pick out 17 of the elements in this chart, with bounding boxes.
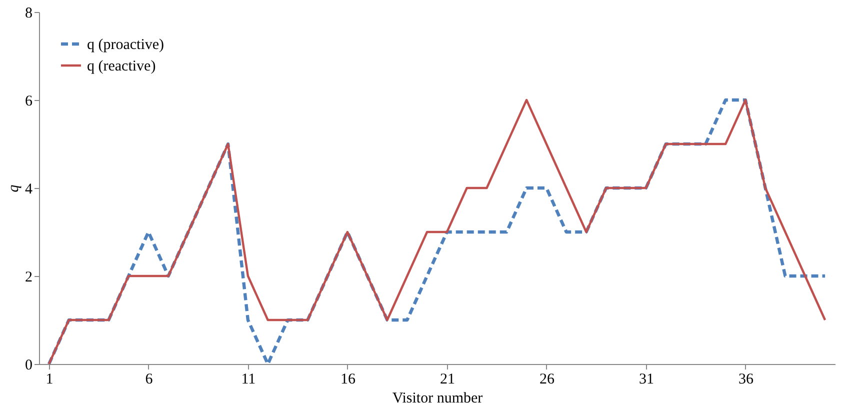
x-axis-title: Visitor number — [392, 390, 483, 406]
x-tick-label: 36 — [738, 372, 754, 388]
x-tick-label: 6 — [145, 372, 154, 388]
y-tick-label: 2 — [25, 270, 32, 286]
y-tick-label: 6 — [25, 94, 33, 110]
y-tick-label: 8 — [25, 6, 32, 22]
x-tick-label: 26 — [539, 372, 555, 388]
x-tick-label: 11 — [241, 372, 256, 388]
y-tick-label: 4 — [25, 182, 33, 198]
y-tick-label: 0 — [25, 358, 32, 374]
x-tick-label: 1 — [46, 372, 54, 388]
x-tick-label: 16 — [340, 372, 356, 388]
x-tick-label: 21 — [440, 372, 455, 388]
x-tick-label: 31 — [638, 372, 654, 388]
legend-label: q (proactive) — [87, 37, 164, 53]
y-axis-title: q — [6, 184, 22, 192]
legend-label: q (reactive) — [87, 58, 156, 74]
